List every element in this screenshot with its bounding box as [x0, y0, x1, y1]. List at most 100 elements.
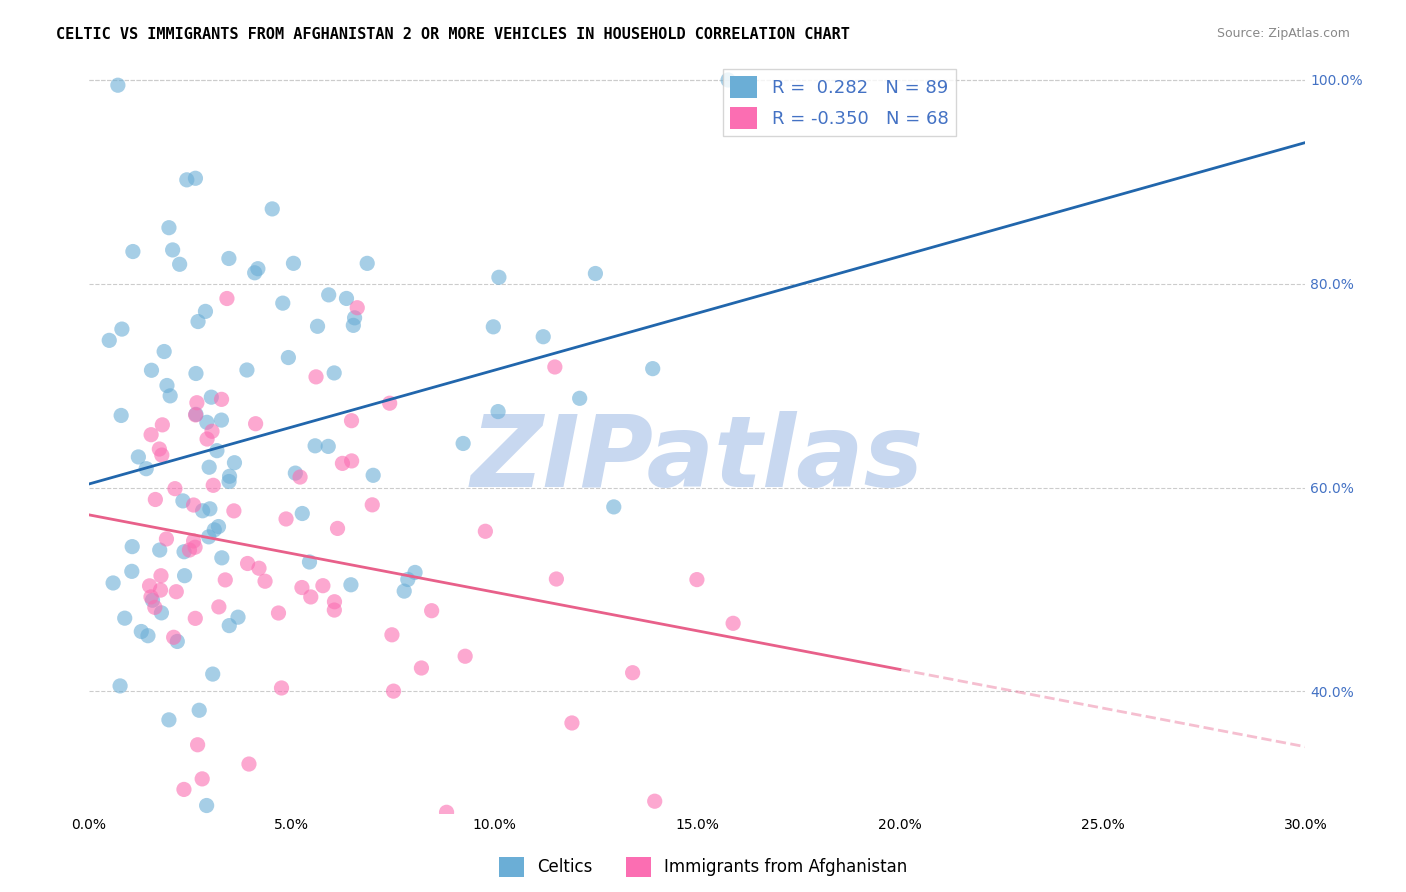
Point	[214, 573, 236, 587]
Point	[201, 425, 224, 439]
Point	[291, 507, 314, 521]
Point	[270, 681, 292, 695]
Point	[243, 266, 266, 280]
Point	[138, 579, 160, 593]
Point	[157, 220, 180, 235]
Point	[378, 396, 401, 410]
Point	[191, 504, 214, 518]
Point	[195, 415, 218, 429]
Point	[544, 359, 567, 374]
Point	[211, 392, 233, 407]
Point	[135, 461, 157, 475]
Point	[318, 288, 340, 302]
Point	[307, 319, 329, 334]
Point	[208, 599, 231, 614]
Point	[284, 466, 307, 480]
Legend: R =  0.282   N = 89, R = -0.350   N = 68: R = 0.282 N = 89, R = -0.350 N = 68	[723, 69, 956, 136]
Point	[207, 519, 229, 533]
Point	[205, 443, 228, 458]
Point	[326, 521, 349, 535]
Point	[222, 504, 245, 518]
Point	[143, 600, 166, 615]
Point	[436, 805, 458, 820]
Point	[159, 389, 181, 403]
Point	[187, 738, 209, 752]
Point	[163, 482, 186, 496]
Point	[173, 568, 195, 582]
Point	[101, 576, 124, 591]
Point	[197, 530, 219, 544]
Point	[305, 370, 328, 384]
Point	[183, 533, 205, 548]
Point	[107, 78, 129, 93]
Point	[129, 624, 152, 639]
Point	[361, 468, 384, 483]
Point	[482, 319, 505, 334]
Point	[121, 540, 143, 554]
Point	[246, 261, 269, 276]
Point	[111, 322, 134, 336]
Point	[218, 475, 240, 489]
Point	[404, 566, 426, 580]
Point	[143, 492, 166, 507]
Point	[98, 334, 121, 348]
Text: ZIPatlas: ZIPatlas	[471, 410, 924, 508]
Point	[361, 498, 384, 512]
Point	[245, 417, 267, 431]
Point	[323, 366, 346, 380]
Point	[218, 618, 240, 632]
Point	[644, 794, 666, 808]
Point	[121, 565, 143, 579]
Point	[420, 604, 443, 618]
Point	[451, 436, 474, 450]
Point	[717, 73, 740, 87]
Point	[184, 540, 207, 554]
Point	[108, 679, 131, 693]
Point	[183, 498, 205, 512]
Point	[198, 501, 221, 516]
Point	[218, 469, 240, 483]
Point	[343, 310, 366, 325]
Point	[381, 628, 404, 642]
Point	[149, 568, 172, 582]
Point	[382, 684, 405, 698]
Point	[188, 703, 211, 717]
Point	[110, 409, 132, 423]
Point	[546, 572, 568, 586]
Point	[184, 367, 207, 381]
Point	[226, 610, 249, 624]
Point	[191, 772, 214, 786]
Point	[153, 344, 176, 359]
Point	[561, 716, 583, 731]
Point	[304, 439, 326, 453]
Point	[392, 584, 415, 599]
Point	[172, 494, 194, 508]
Point	[148, 442, 170, 456]
Point	[686, 573, 709, 587]
Point	[271, 296, 294, 310]
Point	[173, 545, 195, 559]
Point	[163, 630, 186, 644]
Point	[312, 579, 335, 593]
Point	[621, 665, 644, 680]
Point	[583, 267, 606, 281]
Point	[187, 314, 209, 328]
Point	[346, 301, 368, 315]
Point	[247, 561, 270, 575]
Point	[114, 611, 136, 625]
Point	[332, 456, 354, 470]
Point	[165, 584, 187, 599]
Point	[454, 649, 477, 664]
Point	[169, 257, 191, 271]
Point	[122, 244, 145, 259]
Point	[162, 243, 184, 257]
Point	[340, 454, 363, 468]
Point	[194, 304, 217, 318]
Point	[184, 611, 207, 625]
Point	[150, 606, 173, 620]
Point	[474, 524, 496, 539]
Point	[254, 574, 277, 589]
Point	[283, 256, 305, 270]
Point	[198, 460, 221, 475]
Point	[236, 557, 259, 571]
